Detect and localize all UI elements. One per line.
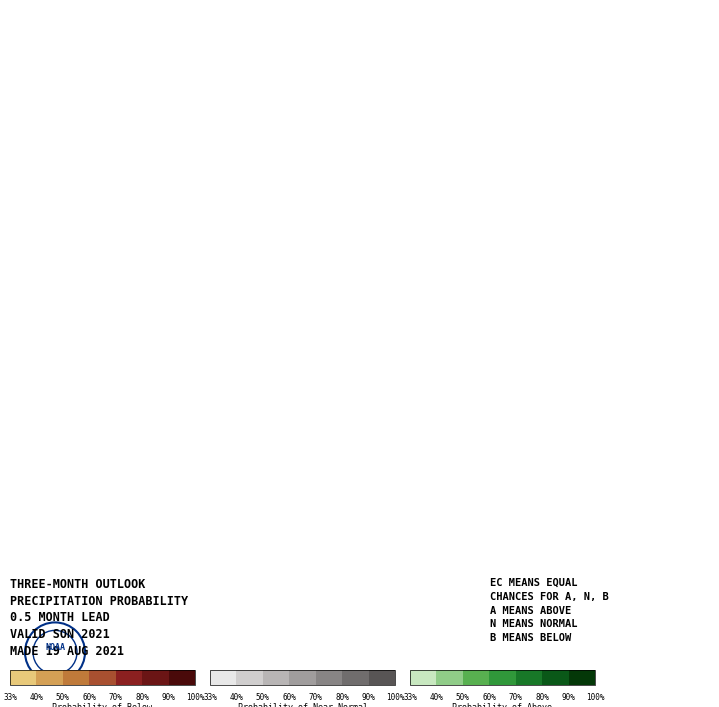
Bar	[10, 670, 37, 685]
Text: MADE 19 AUG 2021: MADE 19 AUG 2021	[10, 645, 124, 658]
Bar	[89, 670, 116, 685]
Text: 60%: 60%	[283, 693, 296, 702]
Text: 90%: 90%	[562, 693, 575, 702]
Text: THREE-MONTH OUTLOOK: THREE-MONTH OUTLOOK	[10, 578, 145, 590]
Text: 80%: 80%	[535, 693, 549, 702]
Bar	[263, 670, 289, 685]
Bar	[10, 670, 195, 685]
Text: 60%: 60%	[83, 693, 96, 702]
Text: 70%: 70%	[308, 693, 323, 702]
Bar	[410, 670, 595, 685]
Bar	[410, 670, 436, 685]
Text: 40%: 40%	[229, 693, 243, 702]
Bar	[210, 670, 395, 685]
Text: 60%: 60%	[482, 693, 496, 702]
Bar	[342, 670, 369, 685]
Text: B MEANS BELOW: B MEANS BELOW	[490, 633, 572, 643]
Text: 100%: 100%	[186, 693, 204, 702]
Bar	[569, 670, 595, 685]
Bar	[436, 670, 463, 685]
Bar	[516, 670, 542, 685]
Bar	[463, 670, 490, 685]
Bar	[37, 670, 63, 685]
Text: 80%: 80%	[135, 693, 149, 702]
Bar	[490, 670, 516, 685]
Text: 33%: 33%	[203, 693, 217, 702]
Bar	[116, 670, 142, 685]
Bar	[237, 670, 263, 685]
Text: EC MEANS EQUAL: EC MEANS EQUAL	[490, 578, 577, 588]
Text: 0.5 MONTH LEAD: 0.5 MONTH LEAD	[10, 612, 110, 624]
Text: A MEANS ABOVE: A MEANS ABOVE	[490, 605, 572, 616]
Text: 50%: 50%	[256, 693, 270, 702]
Text: 40%: 40%	[29, 693, 43, 702]
Text: Probability of Near-Normal: Probability of Near-Normal	[237, 703, 367, 707]
Text: Probability of Above: Probability of Above	[452, 703, 552, 707]
Text: VALID SON 2021: VALID SON 2021	[10, 629, 110, 641]
Text: 100%: 100%	[586, 693, 604, 702]
Text: 33%: 33%	[3, 693, 17, 702]
Bar	[210, 670, 237, 685]
Bar	[289, 670, 316, 685]
Text: 80%: 80%	[335, 693, 349, 702]
Bar	[63, 670, 89, 685]
Text: 70%: 70%	[109, 693, 123, 702]
Text: 50%: 50%	[56, 693, 70, 702]
Text: 33%: 33%	[403, 693, 417, 702]
Text: NOAA: NOAA	[45, 643, 65, 652]
Text: 70%: 70%	[509, 693, 523, 702]
Bar	[316, 670, 342, 685]
Bar	[142, 670, 168, 685]
Text: 100%: 100%	[386, 693, 404, 702]
Text: 90%: 90%	[162, 693, 175, 702]
Text: PRECIPITATION PROBABILITY: PRECIPITATION PROBABILITY	[10, 595, 188, 607]
Bar	[542, 670, 569, 685]
Text: CHANCES FOR A, N, B: CHANCES FOR A, N, B	[490, 592, 609, 602]
Text: 90%: 90%	[362, 693, 375, 702]
Text: 50%: 50%	[456, 693, 470, 702]
Bar	[168, 670, 195, 685]
Text: N MEANS NORMAL: N MEANS NORMAL	[490, 619, 577, 629]
Bar	[369, 670, 395, 685]
Text: 40%: 40%	[429, 693, 444, 702]
Text: Probability of Below: Probability of Below	[52, 703, 152, 707]
